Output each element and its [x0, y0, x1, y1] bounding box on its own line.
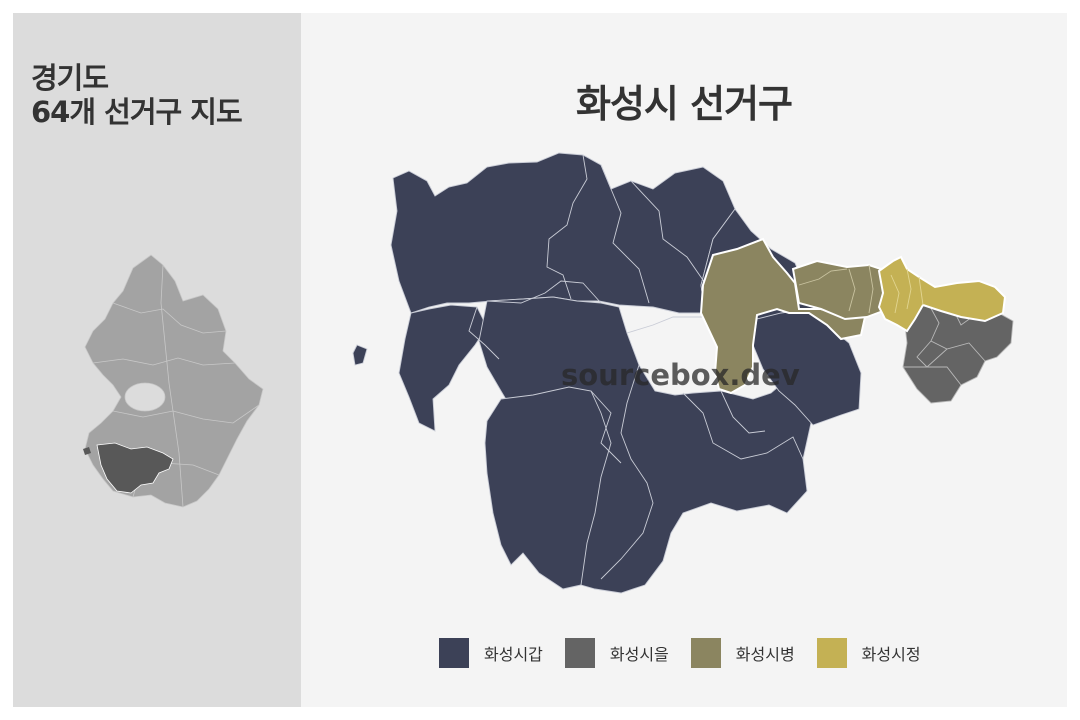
watermark-text: sourcebox.dev [561, 358, 800, 392]
right-panel: 화성시 선거구 [301, 13, 1067, 707]
hwaseong-highlight [96, 442, 174, 494]
legend-swatch-byeong [690, 638, 721, 668]
legend-swatch-jeong [816, 638, 847, 668]
province-map-title-line1: 경기도 [31, 61, 109, 95]
seoul-hole [124, 382, 166, 412]
district-gap-northwest [398, 304, 488, 432]
legend-label-gap: 화성시갑 [484, 645, 543, 664]
district-jeong [877, 255, 1007, 333]
province-inner-boundary-3 [112, 404, 260, 424]
district-gap-south [484, 386, 612, 590]
province-map-title-line2: 64개 선거구 지도 [31, 95, 243, 129]
island-small [352, 344, 368, 366]
province-inner-boundary-1 [112, 302, 227, 334]
legend: 화성시갑 화성시을 화성시병 화성시정 [439, 637, 943, 669]
district-gap-inner-lines [468, 154, 804, 580]
province-inner-boundary-4 [160, 264, 184, 508]
province-map-title: 경기도 64개 선거구 지도 [31, 61, 243, 129]
legend-item-byeong: 화성시병 [690, 638, 795, 668]
district-gap-north [390, 152, 736, 314]
province-region-north [84, 254, 264, 508]
district-jeong-area [877, 255, 1007, 333]
page-title: 화성시 선거구 [576, 82, 793, 126]
legend-swatch-gap [439, 638, 469, 668]
legend-label-eul: 화성시을 [609, 645, 669, 664]
left-panel: 경기도 64개 선거구 지도 [13, 13, 301, 707]
legend-swatch-eul [564, 638, 595, 668]
district-byeong-west [699, 237, 867, 395]
legend-item-eul: 화성시을 [564, 638, 669, 668]
hwaseong-district-map [352, 152, 1014, 594]
legend-label-byeong: 화성시병 [735, 645, 795, 664]
province-inner-boundary-2 [92, 357, 236, 366]
district-jeong-inner-lines [890, 268, 924, 314]
island-speck [83, 447, 91, 455]
gyeonggi-province-map [83, 254, 264, 508]
legend-item-jeong: 화성시정 [816, 638, 921, 668]
legend-item-gap: 화성시갑 [439, 638, 543, 668]
legend-label-jeong: 화성시정 [861, 645, 921, 664]
